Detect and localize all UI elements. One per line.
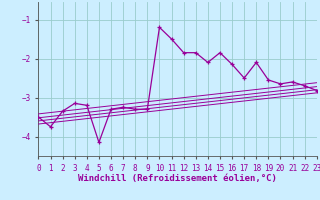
- X-axis label: Windchill (Refroidissement éolien,°C): Windchill (Refroidissement éolien,°C): [78, 174, 277, 183]
